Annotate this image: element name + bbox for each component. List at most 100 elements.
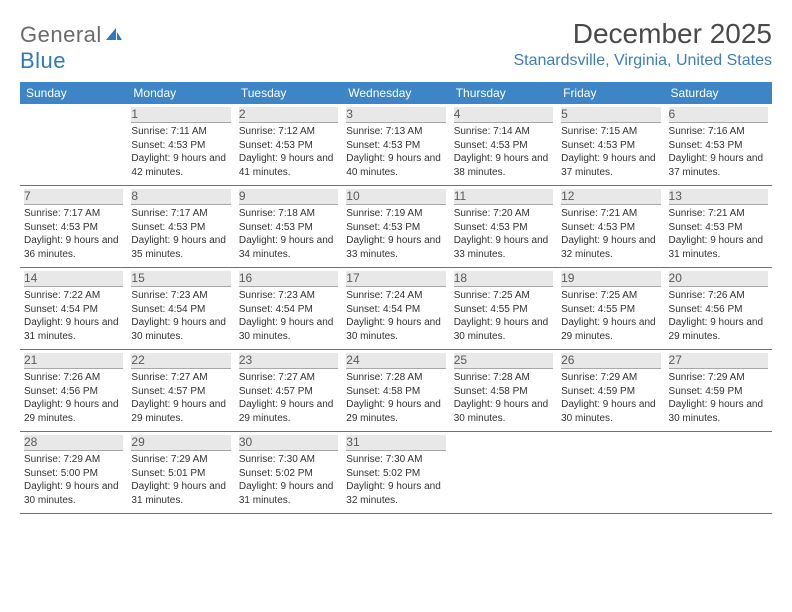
day-info: Sunrise: 7:14 AMSunset: 4:53 PMDaylight:… <box>454 125 553 179</box>
daylight-text: Daylight: 9 hours and 30 minutes. <box>669 398 768 425</box>
weekday-header-row: SundayMondayTuesdayWednesdayThursdayFrid… <box>20 82 772 104</box>
sunset-text: Sunset: 4:56 PM <box>669 303 768 317</box>
day-cell: 9Sunrise: 7:18 AMSunset: 4:53 PMDaylight… <box>235 186 342 267</box>
day-number: 7 <box>24 189 123 205</box>
sunset-text: Sunset: 4:56 PM <box>24 385 123 399</box>
day-cell: 3Sunrise: 7:13 AMSunset: 4:53 PMDaylight… <box>342 104 449 185</box>
logo-word-2: Blue <box>20 48 66 73</box>
day-cell: 15Sunrise: 7:23 AMSunset: 4:54 PMDayligh… <box>127 268 234 349</box>
daylight-text: Daylight: 9 hours and 30 minutes. <box>561 398 660 425</box>
sunset-text: Sunset: 4:55 PM <box>454 303 553 317</box>
day-number: 19 <box>561 271 660 287</box>
day-info: Sunrise: 7:23 AMSunset: 4:54 PMDaylight:… <box>239 289 338 343</box>
day-info: Sunrise: 7:30 AMSunset: 5:02 PMDaylight:… <box>346 453 445 507</box>
sunrise-text: Sunrise: 7:29 AM <box>24 453 123 467</box>
day-number: 8 <box>131 189 230 205</box>
sunset-text: Sunset: 4:58 PM <box>454 385 553 399</box>
sunrise-text: Sunrise: 7:20 AM <box>454 207 553 221</box>
title-block: December 2025 Stanardsville, Virginia, U… <box>513 18 772 70</box>
daylight-text: Daylight: 9 hours and 31 minutes. <box>131 480 230 507</box>
day-cell: 8 Sunrise: 7:17 AMSunset: 4:53 PMDaylight… <box>127 186 234 267</box>
daylight-text: Daylight: 9 hours and 29 minutes. <box>561 316 660 343</box>
daylight-text: Daylight: 9 hours and 42 minutes. <box>131 152 230 179</box>
day-info: Sunrise: 7:28 AMSunset: 4:58 PMDaylight:… <box>454 371 553 425</box>
day-cell: 14Sunrise: 7:22 AMSunset: 4:54 PMDayligh… <box>20 268 127 349</box>
sunrise-text: Sunrise: 7:14 AM <box>454 125 553 139</box>
sunrise-text: Sunrise: 7:29 AM <box>561 371 660 385</box>
day-cell: 22Sunrise: 7:27 AMSunset: 4:57 PMDayligh… <box>127 350 234 431</box>
day-info: Sunrise: 7:17 AMSunset: 4:53 PMDaylight:… <box>131 207 230 261</box>
day-cell: 13Sunrise: 7:21 AMSunset: 4:53 PMDayligh… <box>665 186 772 267</box>
sunset-text: Sunset: 4:57 PM <box>239 385 338 399</box>
sunrise-text: Sunrise: 7:28 AM <box>454 371 553 385</box>
sunset-text: Sunset: 4:55 PM <box>561 303 660 317</box>
daylight-text: Daylight: 9 hours and 40 minutes. <box>346 152 445 179</box>
day-info: Sunrise: 7:16 AMSunset: 4:53 PMDaylight:… <box>669 125 768 179</box>
sunset-text: Sunset: 4:53 PM <box>561 221 660 235</box>
day-number: 18 <box>454 271 553 287</box>
day-cell: 25Sunrise: 7:28 AMSunset: 4:58 PMDayligh… <box>450 350 557 431</box>
day-info: Sunrise: 7:24 AMSunset: 4:54 PMDaylight:… <box>346 289 445 343</box>
day-info: Sunrise: 7:15 AMSunset: 4:53 PMDaylight:… <box>561 125 660 179</box>
sunrise-text: Sunrise: 7:30 AM <box>239 453 338 467</box>
day-info: Sunrise: 7:29 AMSunset: 4:59 PMDaylight:… <box>669 371 768 425</box>
weekday-header: Sunday <box>20 82 127 104</box>
day-number: 23 <box>239 353 338 369</box>
logo-word-1: General <box>20 22 102 47</box>
daylight-text: Daylight: 9 hours and 32 minutes. <box>561 234 660 261</box>
sunrise-text: Sunrise: 7:17 AM <box>131 207 230 221</box>
daylight-text: Daylight: 9 hours and 33 minutes. <box>454 234 553 261</box>
day-number: 10 <box>346 189 445 205</box>
day-number: 28 <box>24 435 123 451</box>
day-cell: 4Sunrise: 7:14 AMSunset: 4:53 PMDaylight… <box>450 104 557 185</box>
sunrise-text: Sunrise: 7:26 AM <box>24 371 123 385</box>
sunset-text: Sunset: 5:02 PM <box>239 467 338 481</box>
sunrise-text: Sunrise: 7:25 AM <box>454 289 553 303</box>
sunset-text: Sunset: 4:54 PM <box>346 303 445 317</box>
sunset-text: Sunset: 4:53 PM <box>669 221 768 235</box>
sunset-text: Sunset: 4:53 PM <box>346 139 445 153</box>
day-cell: 26Sunrise: 7:29 AMSunset: 4:59 PMDayligh… <box>557 350 664 431</box>
sunrise-text: Sunrise: 7:27 AM <box>131 371 230 385</box>
daylight-text: Daylight: 9 hours and 34 minutes. <box>239 234 338 261</box>
day-info: Sunrise: 7:12 AMSunset: 4:53 PMDaylight:… <box>239 125 338 179</box>
day-number: 9 <box>239 189 338 205</box>
calendar: SundayMondayTuesdayWednesdayThursdayFrid… <box>20 82 772 514</box>
sunrise-text: Sunrise: 7:26 AM <box>669 289 768 303</box>
sunset-text: Sunset: 4:53 PM <box>239 221 338 235</box>
sunrise-text: Sunrise: 7:11 AM <box>131 125 230 139</box>
sunset-text: Sunset: 4:53 PM <box>561 139 660 153</box>
day-info: Sunrise: 7:26 AMSunset: 4:56 PMDaylight:… <box>24 371 123 425</box>
day-info: Sunrise: 7:19 AMSunset: 4:53 PMDaylight:… <box>346 207 445 261</box>
day-cell <box>557 432 664 513</box>
day-info: Sunrise: 7:25 AMSunset: 4:55 PMDaylight:… <box>561 289 660 343</box>
day-cell: 20Sunrise: 7:26 AMSunset: 4:56 PMDayligh… <box>665 268 772 349</box>
sunrise-text: Sunrise: 7:13 AM <box>346 125 445 139</box>
sunrise-text: Sunrise: 7:25 AM <box>561 289 660 303</box>
daylight-text: Daylight: 9 hours and 33 minutes. <box>346 234 445 261</box>
day-number: 1 <box>131 107 230 123</box>
day-number: 5 <box>561 107 660 123</box>
day-cell <box>665 432 772 513</box>
day-cell <box>450 432 557 513</box>
week-row: 21Sunrise: 7:26 AMSunset: 4:56 PMDayligh… <box>20 350 772 432</box>
day-number: 21 <box>24 353 123 369</box>
daylight-text: Daylight: 9 hours and 31 minutes. <box>239 480 338 507</box>
sunset-text: Sunset: 5:02 PM <box>346 467 445 481</box>
sunset-text: Sunset: 4:53 PM <box>239 139 338 153</box>
logo: General Blue <box>20 22 124 74</box>
logo-text: General Blue <box>20 22 124 74</box>
sunset-text: Sunset: 4:59 PM <box>669 385 768 399</box>
day-cell <box>20 104 127 185</box>
daylight-text: Daylight: 9 hours and 32 minutes. <box>346 480 445 507</box>
daylight-text: Daylight: 9 hours and 31 minutes. <box>24 316 123 343</box>
day-cell: 2Sunrise: 7:12 AMSunset: 4:53 PMDaylight… <box>235 104 342 185</box>
day-number: 22 <box>131 353 230 369</box>
day-cell: 19 Sunrise: 7:25 AMSunset: 4:55 PMDayligh… <box>557 268 664 349</box>
logo-sail-icon <box>104 29 124 46</box>
day-number: 15 <box>131 271 230 287</box>
sunrise-text: Sunrise: 7:30 AM <box>346 453 445 467</box>
daylight-text: Daylight: 9 hours and 37 minutes. <box>561 152 660 179</box>
day-info: Sunrise: 7:25 AMSunset: 4:55 PMDaylight:… <box>454 289 553 343</box>
daylight-text: Daylight: 9 hours and 29 minutes. <box>239 398 338 425</box>
